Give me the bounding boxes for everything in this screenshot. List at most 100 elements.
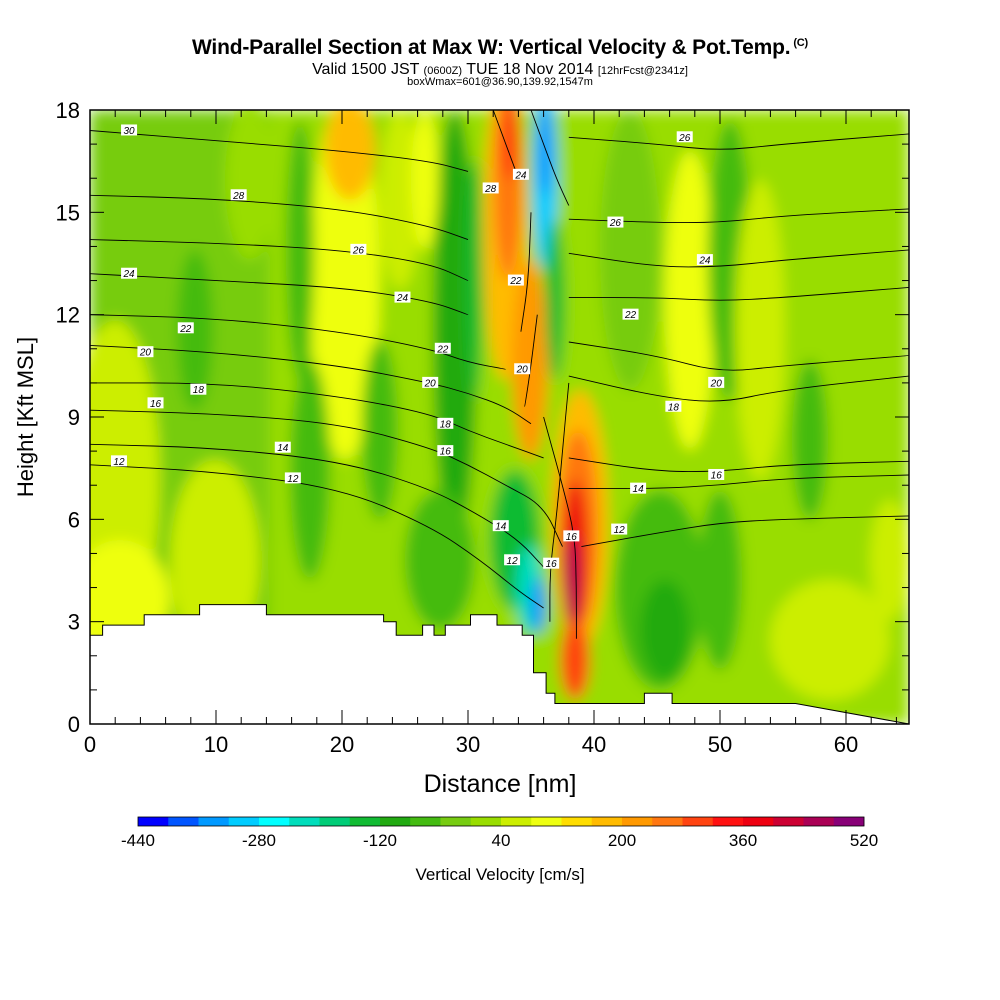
colorbar-frame <box>137 816 865 827</box>
contour-label-box <box>708 468 725 480</box>
colorbar-swatch <box>622 817 653 826</box>
x-tick-label: 60 <box>834 732 858 757</box>
contour-label: 20 <box>710 378 723 389</box>
colorbar-swatch <box>803 817 835 826</box>
x-axis-label: Distance [nm] <box>424 770 577 798</box>
y-tick-label: 18 <box>56 98 80 123</box>
theta-contour-12 <box>90 464 544 609</box>
y-axis-label: Height [Kft MSL] <box>13 337 38 497</box>
colorbar-swatch <box>410 817 441 826</box>
contour-label-box <box>676 131 693 143</box>
theta-contour-20 <box>90 344 532 425</box>
colorbar-ticks: -440 -280 -120 40 200 360 520 <box>121 831 878 850</box>
contour-label-box <box>607 216 624 228</box>
contour-label-box <box>350 243 367 255</box>
contour-label: 12 <box>507 556 519 567</box>
contour-label-box <box>512 168 529 180</box>
contour-label-box <box>563 530 580 542</box>
colorbar-swatch <box>228 817 260 826</box>
contour-label: 24 <box>514 170 527 181</box>
contour-label: 22 <box>509 276 522 287</box>
contour-label-box <box>177 322 194 334</box>
colorbar <box>137 816 865 827</box>
contour-label: 16 <box>566 532 578 543</box>
x-tick-label: 40 <box>582 732 606 757</box>
contour-label: 18 <box>193 385 205 396</box>
colorbar-swatch <box>319 817 351 826</box>
theta-contour-22 <box>568 286 909 301</box>
contour-label-box <box>110 455 127 467</box>
contour-label: 16 <box>150 399 162 410</box>
theta-contour-28 <box>568 133 909 150</box>
colorbar-swatch <box>470 817 502 826</box>
copyright-mark: (C) <box>793 37 808 49</box>
contour-label: 16 <box>546 559 558 570</box>
contour-label-box <box>622 308 639 320</box>
x-tick-label: 20 <box>330 732 354 757</box>
contour-label-box <box>696 254 713 266</box>
theta-contour-26 <box>90 239 469 282</box>
y-tick-label: 9 <box>68 405 80 430</box>
contour-label-group: 30 28 26 24 24 22 22 20 20 18 18 16 16 14 12 12 14 12 16 16… <box>110 124 725 570</box>
colorbar-tick-label: -120 <box>363 831 397 850</box>
contour-label: 14 <box>277 443 289 454</box>
colorbar-swatch <box>349 817 381 826</box>
contour-label: 14 <box>633 484 645 495</box>
theta-contour-20 <box>524 314 538 408</box>
colorbar-swatch <box>168 817 199 826</box>
contour-label: 26 <box>609 218 622 229</box>
theta-contour-18 <box>90 382 544 459</box>
x-tick-label: 0 <box>84 732 96 757</box>
theta-contour-28 <box>90 194 469 241</box>
chart-title: Wind-Parallel Section at Max W: Vertical… <box>0 36 1000 60</box>
colorbar-swatch <box>561 817 593 826</box>
x-tick-label: 10 <box>204 732 228 757</box>
contour-label-box <box>507 274 524 286</box>
contour-label-box <box>708 376 725 388</box>
contour-label-box <box>274 441 291 453</box>
contour-label: 30 <box>123 126 135 137</box>
theta-contour-22 <box>90 314 506 370</box>
contour-label-box <box>437 445 454 457</box>
colorbar-swatch <box>591 817 623 826</box>
theta-contour-18 <box>568 375 909 402</box>
contour-label-box <box>504 554 521 566</box>
contour-label-box <box>434 342 451 354</box>
theta-contour-22 <box>520 212 532 332</box>
contour-label-box <box>190 383 207 395</box>
contour-label-box <box>147 397 164 409</box>
chart-title-text: Wind-Parallel Section at Max W: Vertical… <box>192 36 791 59</box>
valid-date: TUE 18 Nov 2014 <box>466 61 594 78</box>
contour-label-box <box>514 363 531 375</box>
contour-label: 18 <box>668 402 680 413</box>
valid-prefix: Valid 1500 JST <box>312 61 420 78</box>
contour-label: 20 <box>516 365 529 376</box>
contour-label: 22 <box>436 344 449 355</box>
contour-label-box <box>137 346 154 358</box>
contour-label-box <box>611 523 628 535</box>
colorbar-swatch <box>652 817 683 826</box>
contour-label: 22 <box>179 324 192 335</box>
valid-time-line: Valid 1500 JST (0600Z) TUE 18 Nov 2014 [… <box>0 61 1000 79</box>
colorbar-tick-label: 40 <box>492 831 511 850</box>
contour-label-box <box>121 124 138 136</box>
contour-label: 20 <box>424 378 437 389</box>
contour-label: 24 <box>698 256 711 267</box>
y-tick-label: 12 <box>56 303 80 328</box>
contour-label-box <box>394 291 411 303</box>
colorbar-swatch <box>259 817 290 826</box>
contour-label-box <box>284 472 301 484</box>
contour-label: 24 <box>396 293 409 304</box>
theta-contour-14 <box>90 443 545 568</box>
contour-label-box <box>543 557 560 569</box>
colorbar-swatch <box>198 817 230 826</box>
forecast-info: [12hrFcst@2341z] <box>597 65 688 77</box>
valid-zulu: (0600Z) <box>423 65 463 77</box>
contour-label: 12 <box>614 525 626 536</box>
colorbar-tick-label: -440 <box>121 831 155 850</box>
x-tick-label: 30 <box>456 732 480 757</box>
contour-label: 26 <box>352 245 365 256</box>
theta-contour-12 <box>581 515 909 548</box>
contour-label-box <box>422 376 439 388</box>
